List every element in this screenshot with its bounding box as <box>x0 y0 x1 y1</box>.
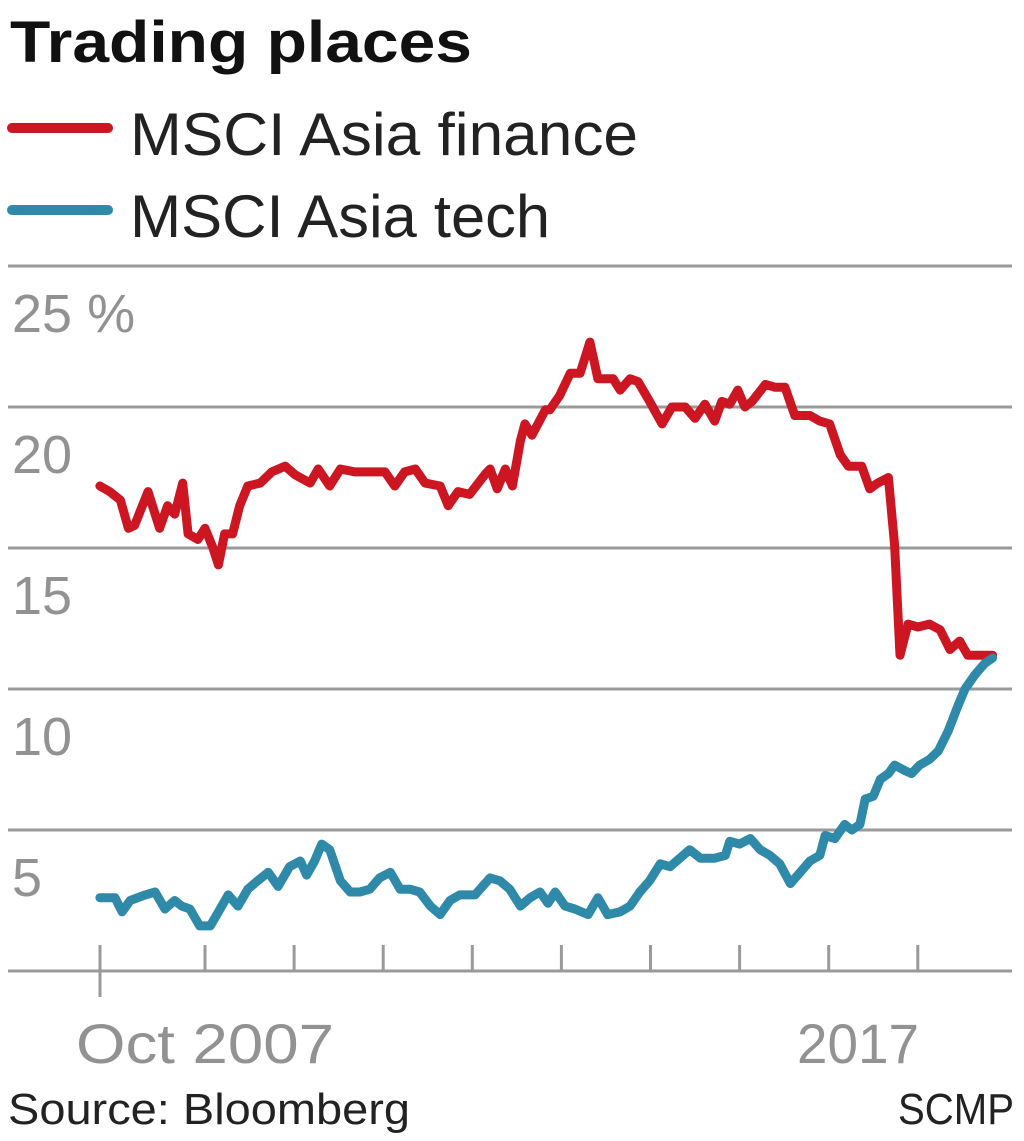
series-line-finance <box>95 337 998 660</box>
y-tick-label: 15 <box>12 566 72 626</box>
y-tick-label: 25 % <box>12 284 135 344</box>
y-axis-labels: 25 % 20 15 10 5 <box>12 284 135 908</box>
credit: SCMP <box>898 1085 1014 1134</box>
y-tick-label: 10 <box>12 707 72 767</box>
y-tick-label: 5 <box>12 848 42 908</box>
legend-label-finance: MSCI Asia finance <box>130 101 638 168</box>
legend-label-tech: MSCI Asia tech <box>130 183 550 250</box>
x-label-oct-2007: Oct 2007 <box>76 1012 334 1075</box>
series-lines <box>95 337 998 931</box>
y-tick-label: 20 <box>12 425 72 485</box>
source-note: Source: Bloomberg <box>8 1085 410 1134</box>
chart-title: Trading places <box>10 10 472 75</box>
legend: MSCI Asia finance MSCI Asia tech <box>7 101 638 250</box>
x-label-2017: 2017 <box>797 1012 919 1075</box>
x-axis <box>98 945 920 997</box>
gridlines <box>8 264 1012 973</box>
series-line-tech <box>95 653 998 931</box>
